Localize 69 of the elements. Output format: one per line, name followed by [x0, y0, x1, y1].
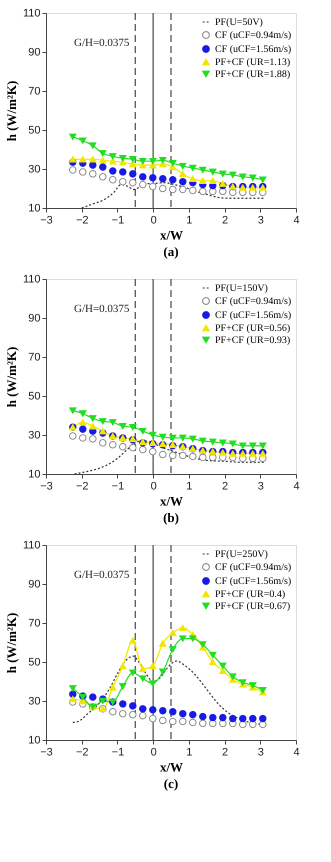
y-tick-label: 10: [28, 202, 40, 214]
x-axis-title: x/W: [160, 494, 184, 508]
x-tick-label: 3: [258, 480, 264, 492]
y-tick-label: 110: [22, 8, 40, 20]
y-axis-title: h (W/m²K): [4, 612, 19, 674]
x-tick-label: 0: [150, 480, 157, 492]
text: (b): [163, 510, 179, 525]
x-tick-label: 2: [222, 746, 228, 758]
legend-label: PF+CF (UR=0.4): [215, 589, 286, 600]
y-tick-label: 90: [28, 312, 40, 324]
legend-label: PF+CF (UR=0.93): [215, 335, 290, 346]
x-axis-title: x/W: [160, 760, 184, 774]
x-tick-label: −2: [76, 214, 88, 226]
x-tick-label: −3: [40, 480, 53, 492]
x-tick-label: −1: [112, 746, 124, 758]
text: (a): [163, 244, 179, 259]
legend-label: CF (uCF=1.56m/s): [215, 576, 292, 587]
y-axis-title: h (W/m²K): [4, 346, 19, 408]
x-tick-label: 3: [258, 746, 264, 758]
y-tick-label: 70: [28, 86, 40, 98]
x-tick-label: 4: [293, 480, 300, 492]
y-tick-label: 30: [28, 164, 40, 176]
y-tick-label: 50: [28, 390, 40, 402]
y-tick-label: 110: [22, 274, 40, 286]
annotation: G/H=0.0375: [74, 569, 130, 581]
y-tick-label: 90: [28, 46, 40, 58]
x-tick-label: −1: [112, 480, 124, 492]
legend-label: CF (uCF=0.94m/s): [215, 30, 292, 41]
annotation: G/H=0.0375: [74, 37, 130, 49]
y-tick-label: 70: [28, 352, 40, 364]
x-tick-label: −2: [76, 746, 88, 758]
x-tick-label: −3: [40, 214, 53, 226]
x-tick-label: 1: [186, 746, 192, 758]
annotation: G/H=0.0375: [74, 303, 130, 315]
text: (c): [164, 776, 178, 791]
legend-label: CF (uCF=0.94m/s): [215, 296, 292, 307]
legend-label: CF (uCF=0.94m/s): [215, 562, 292, 573]
legend-label: PF+CF (UR=0.67): [215, 601, 290, 612]
x-tick-label: 2: [222, 214, 228, 226]
legend-label: PF+CF (UR=1.88): [215, 69, 290, 80]
x-tick-label: 1: [186, 480, 192, 492]
y-tick-label: 30: [28, 430, 40, 442]
legend-label: CF (uCF=1.56m/s): [215, 310, 292, 321]
y-tick-label: 10: [28, 734, 40, 746]
legend-label: PF(U=50V): [215, 17, 263, 28]
legend-label: PF+CF (UR=1.13): [215, 57, 290, 68]
y-tick-label: 70: [28, 618, 40, 630]
legend-label: PF+CF (UR=0.56): [215, 323, 290, 334]
y-tick-label: 30: [28, 696, 40, 708]
x-tick-label: 2: [222, 480, 228, 492]
x-tick-label: −3: [40, 746, 53, 758]
legend-label: PF(U=250V): [215, 549, 268, 560]
legend-label: CF (uCF=1.56m/s): [215, 44, 292, 55]
x-tick-label: 4: [293, 746, 300, 758]
x-tick-label: 4: [293, 214, 300, 226]
x-tick-label: 3: [258, 214, 264, 226]
y-tick-label: 50: [28, 124, 40, 136]
x-tick-label: 0: [150, 214, 157, 226]
y-axis-title: h (W/m²K): [4, 80, 19, 142]
x-tick-label: 0: [150, 746, 157, 758]
x-axis-title: x/W: [160, 228, 184, 242]
x-tick-label: −2: [76, 480, 88, 492]
legend-label: PF(U=150V): [215, 283, 268, 294]
y-tick-label: 10: [28, 468, 40, 480]
y-tick-label: 90: [28, 578, 40, 590]
y-tick-label: 50: [28, 656, 40, 668]
x-tick-label: −1: [112, 214, 124, 226]
y-tick-label: 110: [22, 540, 40, 552]
x-tick-label: 1: [186, 214, 192, 226]
